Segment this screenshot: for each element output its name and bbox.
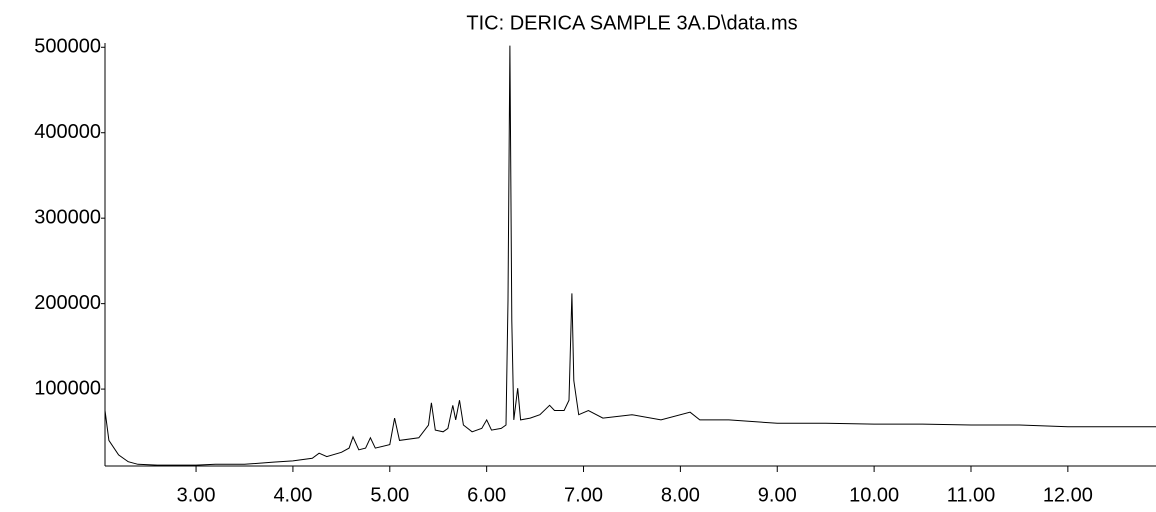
x-tick-label: 9.00 [758, 484, 797, 506]
x-tick-label: 5.00 [370, 484, 409, 506]
x-tick-label: 8.00 [661, 484, 700, 506]
x-tick-label: 6.00 [467, 484, 506, 506]
x-tick-label: 4.00 [273, 484, 312, 506]
y-tick-label: 500000 [34, 36, 101, 58]
x-tick-label: 12.00 [1043, 484, 1093, 506]
x-tick-label: 11.00 [947, 484, 996, 506]
y-tick-label: 300000 [34, 206, 101, 228]
y-tick-label: 400000 [34, 121, 101, 143]
y-tick-label: 100000 [34, 377, 101, 399]
x-tick-label: 10.00 [849, 484, 899, 506]
x-tick-label: 3.00 [177, 484, 216, 506]
x-tick-label: 7.00 [564, 484, 603, 506]
y-tick-label: 200000 [34, 292, 101, 314]
chart-title: TIC: DERICA SAMPLE 3A.D\data.ms [466, 12, 797, 34]
trace [104, 45, 1156, 466]
